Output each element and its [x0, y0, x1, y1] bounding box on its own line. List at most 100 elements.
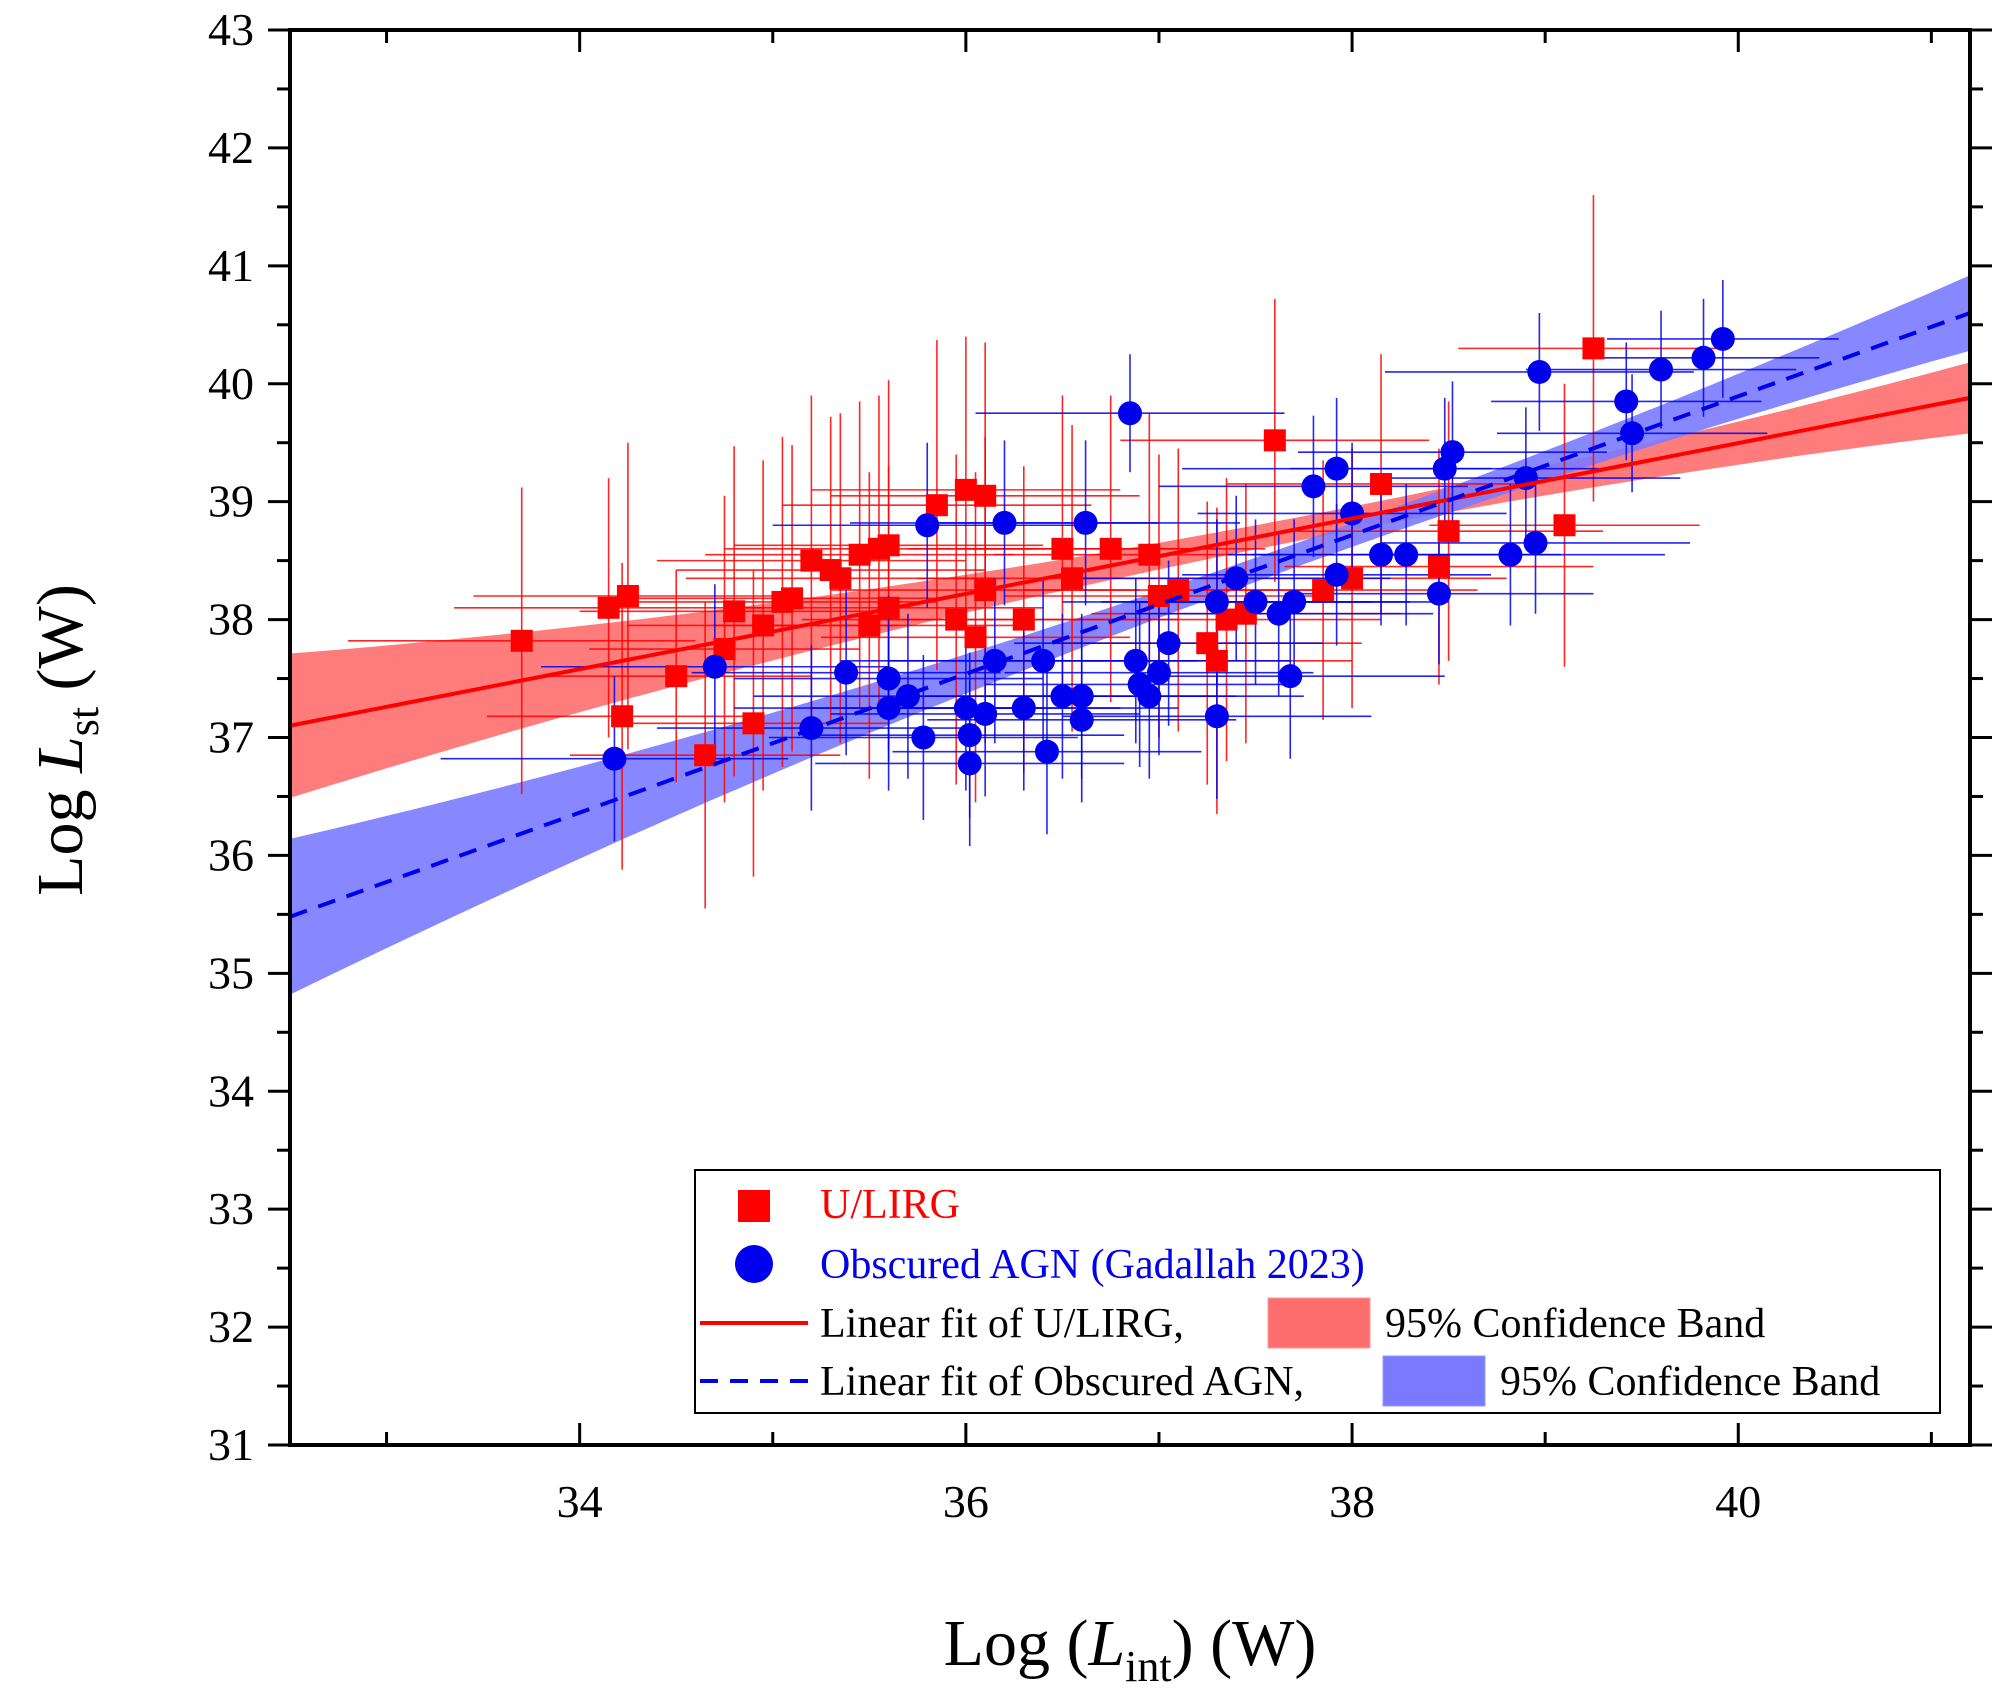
data-point-ulirg	[1167, 579, 1190, 602]
data-point-agn	[1073, 510, 1098, 535]
data-point-agn	[1050, 684, 1075, 709]
data-point-ulirg	[877, 534, 900, 557]
data-point-ulirg	[597, 596, 620, 619]
fit-line-agn	[290, 311, 1970, 919]
y-axis-title: Log Lst (W)	[24, 584, 108, 896]
data-point-ulirg	[1437, 520, 1460, 543]
data-point-agn	[1440, 440, 1465, 465]
data-point-agn	[1691, 345, 1716, 370]
y-tick-label: 41	[208, 240, 254, 291]
data-point-ulirg	[800, 549, 823, 572]
data-point-ulirg	[964, 626, 987, 649]
data-point-agn	[1204, 589, 1229, 614]
data-point-ulirg	[1582, 337, 1605, 360]
data-point-agn	[1204, 704, 1229, 729]
x-tick-label: 38	[1329, 1476, 1375, 1527]
data-point-agn	[1011, 696, 1036, 721]
data-point-agn	[1301, 474, 1326, 499]
data-point-ulirg	[510, 629, 533, 652]
y-tick-label: 39	[208, 476, 254, 527]
data-point-agn	[834, 660, 859, 685]
data-point-agn	[1614, 389, 1639, 414]
legend-label-band-agn: 95% Confidence Band	[1500, 1359, 1880, 1405]
data-point-ulirg	[1099, 537, 1122, 560]
data-point-ulirg	[742, 712, 765, 735]
legend-box	[694, 1169, 1941, 1414]
data-point-ulirg	[829, 567, 852, 590]
y-tick-label: 37	[208, 712, 254, 763]
data-point-agn	[1137, 684, 1162, 709]
legend-label-band-ulirg: 95% Confidence Band	[1385, 1301, 1765, 1347]
data-point-ulirg	[1205, 649, 1228, 672]
data-point-ulirg	[925, 494, 948, 517]
data-point-agn	[1031, 648, 1056, 673]
y-tick-label: 32	[208, 1301, 254, 1352]
legend-band-agn-swatch	[1382, 1355, 1486, 1407]
data-point-ulirg	[723, 600, 746, 623]
data-point-ulirg	[954, 478, 977, 501]
data-point-agn	[1710, 326, 1735, 351]
data-point-agn	[982, 648, 1007, 673]
data-point-agn	[702, 654, 727, 679]
data-point-ulirg	[1215, 608, 1238, 631]
data-point-agn	[1156, 631, 1181, 656]
legend-label-fit-ulirg: Linear fit of U/LIRG,	[820, 1301, 1184, 1347]
legend-band-ulirg-swatch	[1267, 1297, 1371, 1349]
data-point-agn	[1394, 542, 1419, 567]
y-tick-label: 36	[208, 829, 254, 880]
data-point-agn	[953, 696, 978, 721]
data-point-ulirg	[1196, 632, 1219, 655]
data-point-agn	[1324, 562, 1349, 587]
data-point-agn	[602, 746, 627, 771]
y-tick-label: 34	[208, 1065, 254, 1116]
data-point-agn	[1243, 589, 1268, 614]
data-point-ulirg	[665, 665, 688, 688]
data-point-agn	[1324, 456, 1349, 481]
legend-label-agn: Obscured AGN (Gadallah 2023)	[820, 1242, 1365, 1288]
data-point-agn	[1369, 542, 1394, 567]
y-tick-label: 43	[208, 4, 254, 55]
y-tick-label: 35	[208, 947, 254, 998]
data-point-agn	[1034, 739, 1059, 764]
data-point-ulirg	[1427, 555, 1450, 578]
data-point-ulirg	[1263, 429, 1286, 452]
data-point-ulirg	[1051, 537, 1074, 560]
y-tick-label: 31	[208, 1419, 254, 1470]
y-tick-label: 33	[208, 1183, 254, 1234]
data-point-ulirg	[1312, 579, 1335, 602]
data-point-agn	[1118, 401, 1142, 426]
data-point-ulirg	[694, 744, 717, 767]
data-point-agn	[895, 684, 920, 709]
data-point-agn	[1527, 359, 1552, 384]
data-point-agn	[992, 510, 1017, 535]
data-point-ulirg	[848, 543, 871, 566]
fit-line-ulirg	[290, 395, 1970, 728]
data-point-ulirg	[781, 587, 804, 610]
data-point-agn	[1069, 684, 1094, 709]
data-point-ulirg	[1553, 514, 1576, 537]
data-point-agn	[1282, 589, 1307, 614]
legend: U/LIRG Obscured AGN (Gadallah 2023) Line…	[694, 1169, 1941, 1414]
x-tick-label: 34	[557, 1476, 603, 1527]
data-point-agn	[957, 723, 982, 748]
legend-square-marker	[738, 1190, 770, 1222]
y-tick-label: 40	[208, 358, 254, 409]
data-point-ulirg	[1370, 472, 1393, 495]
data-point-agn	[1123, 648, 1148, 673]
data-point-agn	[1426, 581, 1451, 606]
data-point-agn	[1069, 707, 1094, 732]
data-point-agn	[915, 513, 940, 538]
data-point-agn	[973, 701, 998, 726]
x-tick-label: 40	[1715, 1476, 1761, 1527]
data-point-agn	[1498, 542, 1523, 567]
data-point-agn	[957, 751, 982, 776]
confidence-band-agn	[290, 275, 1970, 995]
data-point-agn	[1649, 357, 1674, 382]
data-point-agn	[1278, 664, 1303, 689]
legend-label-ulirg: U/LIRG	[820, 1182, 960, 1228]
legend-circle-marker	[735, 1245, 773, 1283]
data-point-ulirg	[974, 484, 997, 507]
data-point-ulirg	[1012, 608, 1035, 631]
data-point-ulirg	[611, 705, 634, 728]
y-tick-label: 38	[208, 594, 254, 645]
